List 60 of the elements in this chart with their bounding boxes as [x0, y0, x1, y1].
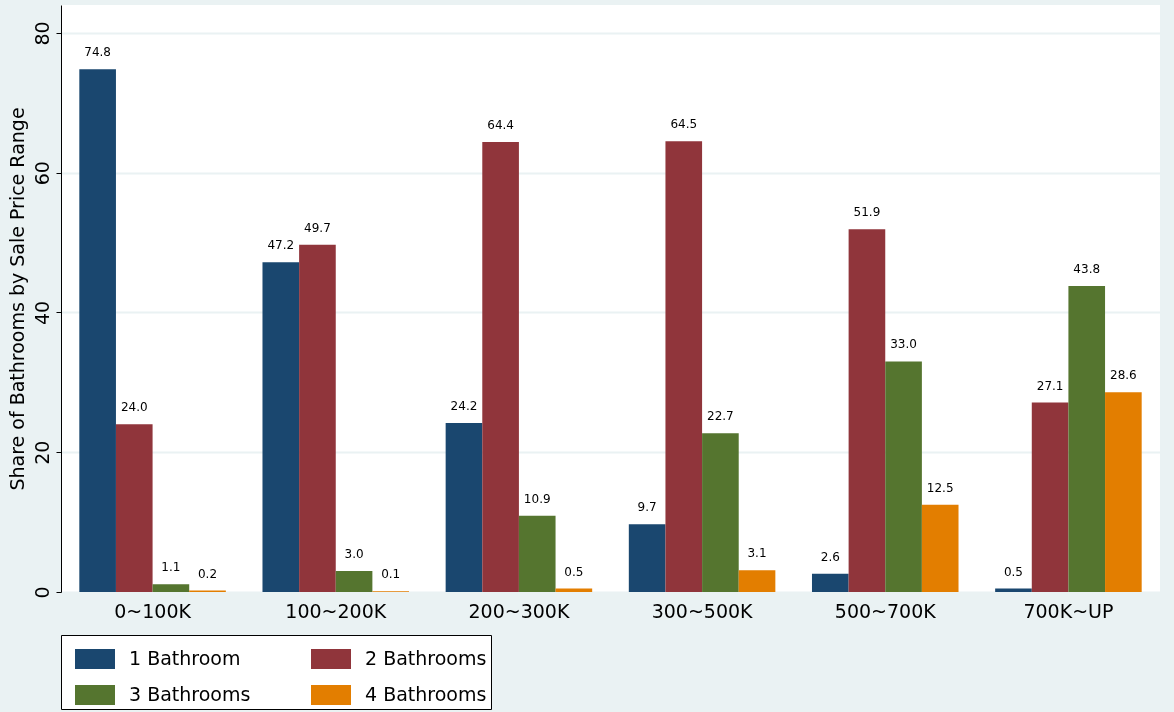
- x-tick-label: 300~500K: [651, 599, 754, 622]
- data-label: 24.2: [450, 398, 478, 413]
- bar: [665, 141, 703, 592]
- bar: [738, 570, 776, 592]
- data-label: 24.0: [120, 400, 148, 415]
- bar: [262, 262, 300, 592]
- x-tick-label: 0~100K: [114, 599, 192, 622]
- x-tick-label: 100~200K: [285, 599, 387, 622]
- data-label: 0.1: [381, 567, 401, 582]
- y-tick-label: 0: [30, 586, 53, 599]
- data-label: 10.9: [523, 491, 551, 506]
- data-label: 22.7: [707, 409, 734, 424]
- bar: [1105, 392, 1142, 592]
- bar: [1068, 285, 1106, 592]
- bar: [335, 571, 373, 592]
- bar: [482, 141, 519, 592]
- bar: [811, 573, 849, 592]
- bar: [702, 433, 739, 592]
- data-label: 43.8: [1073, 261, 1101, 276]
- data-label: 9.7: [637, 500, 657, 515]
- data-label: 74.8: [84, 45, 111, 60]
- bar: [885, 361, 922, 592]
- y-axis-title: Share of Bathrooms by Sale Price Range: [5, 107, 28, 491]
- bar: [628, 524, 666, 592]
- data-label: 3.1: [747, 546, 767, 561]
- bar: [299, 244, 336, 592]
- bar: [445, 422, 483, 592]
- data-label: 64.4: [487, 117, 514, 132]
- legend-label: 4 Bathrooms: [365, 683, 487, 705]
- bar: [518, 515, 556, 592]
- data-label: 0.2: [197, 566, 218, 581]
- bar: [848, 229, 886, 592]
- data-label: 12.5: [926, 480, 954, 495]
- bar: [921, 504, 959, 592]
- y-tick-label: 20: [30, 440, 53, 465]
- data-label: 33.0: [890, 337, 917, 352]
- data-label: 49.7: [304, 220, 331, 235]
- data-label: 1.1: [161, 560, 181, 575]
- data-label: 0.5: [564, 564, 584, 579]
- bar: [79, 69, 116, 592]
- x-tick-label: 500~700K: [834, 599, 937, 622]
- data-label: 28.6: [1110, 368, 1137, 383]
- data-label: 51.9: [853, 205, 881, 220]
- x-tick-label: 700K~UP: [1023, 599, 1114, 622]
- x-tick-label: 200~300K: [468, 599, 570, 622]
- legend-label: 2 Bathrooms: [365, 647, 487, 669]
- bar: [115, 424, 153, 592]
- data-label: 2.6: [820, 549, 840, 564]
- data-label: 64.5: [670, 117, 698, 132]
- bar: [1031, 402, 1069, 592]
- y-tick-label: 80: [30, 21, 53, 46]
- data-label: 3.0: [344, 547, 364, 562]
- y-tick-label: 60: [30, 161, 53, 186]
- data-label: 47.2: [267, 238, 295, 253]
- legend-label: 3 Bathrooms: [129, 683, 251, 705]
- bar: [152, 584, 190, 592]
- data-label: 27.1: [1036, 378, 1064, 393]
- y-tick-label: 40: [30, 300, 53, 326]
- legend-label: 1 Bathroom: [129, 647, 241, 669]
- data-label: 0.5: [1003, 564, 1024, 579]
